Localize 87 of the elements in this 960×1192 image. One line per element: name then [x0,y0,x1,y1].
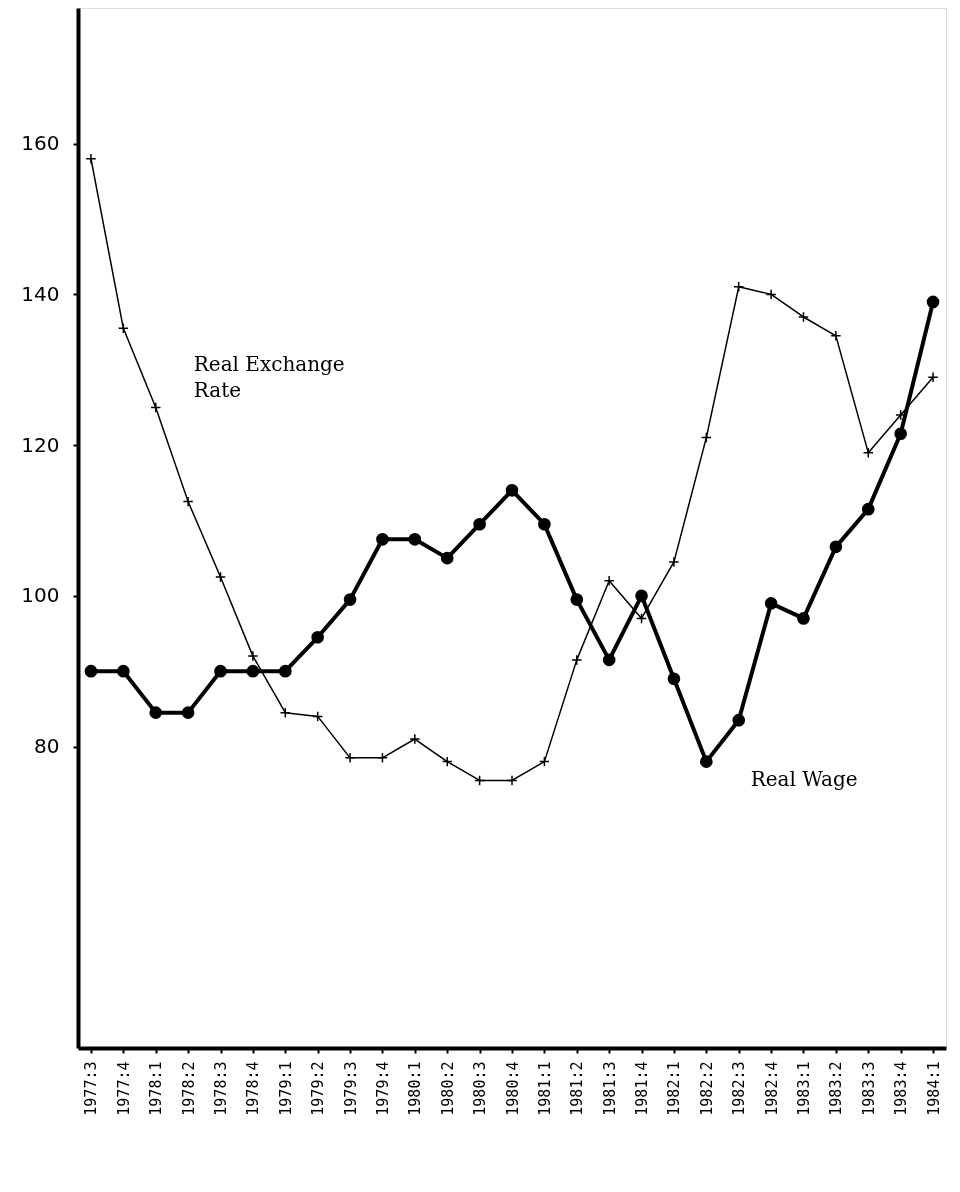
point [215,571,226,583]
point [732,713,746,727]
point [84,664,98,678]
point [570,593,584,606]
point [343,593,357,606]
point [440,551,454,565]
point [765,288,777,300]
point [441,756,453,768]
point [117,322,129,334]
x-tick-label: 1983:1 [794,1061,813,1116]
point [602,653,616,667]
point [538,756,550,768]
x-tick-label: 1980:2 [438,1061,457,1116]
x-tick-label: 1982:3 [730,1061,749,1116]
point [473,517,486,531]
x-tick-label: 1979:1 [276,1061,295,1116]
y-tick-label: 100 [21,583,60,608]
point [149,706,163,719]
point [927,371,939,383]
point [311,630,324,644]
point [506,774,518,786]
point [344,752,356,764]
point [733,281,745,293]
point [571,654,583,666]
point [538,517,551,531]
x-tick-label: 1981:4 [633,1061,652,1116]
point [247,650,259,662]
point [117,664,130,678]
point [894,427,907,441]
x-tick-label: 1981:1 [535,1061,554,1116]
x-tick-label: 1982:1 [665,1061,684,1116]
point [798,311,809,323]
x-tick-label: 1977:4 [114,1061,133,1116]
x-tick-label: 1984:1 [924,1061,943,1116]
point [797,612,810,625]
x-tick-label: 1981:3 [600,1061,619,1116]
point [408,532,422,546]
x-tick-label: 1982:2 [697,1061,716,1116]
x-tick-label: 1978:3 [212,1061,231,1116]
x-tick-label: 1982:4 [762,1061,781,1116]
x-tick-label: 1980:4 [503,1061,522,1116]
x-tick-label: 1978:2 [179,1061,198,1116]
point [829,540,843,554]
x-tick-label: 1977:3 [82,1061,101,1116]
point [505,484,519,497]
point [278,664,292,678]
point [667,672,681,686]
x-tick-label: 1979:3 [341,1061,360,1116]
point [668,556,680,568]
x-tick-label: 1981:2 [568,1061,587,1116]
point [246,664,260,678]
point [181,706,195,719]
series-label: Real Exchange Rate [193,352,345,403]
x-tick-label: 1979:4 [373,1061,392,1116]
x-tick-label: 1983:4 [892,1061,911,1116]
point [830,330,842,342]
x-tick-label: 1980:1 [406,1061,425,1116]
x-tick-label: 1978:1 [147,1061,166,1116]
point [764,597,778,610]
point [861,502,875,516]
point [700,432,712,444]
x-tick-label: 1978:4 [244,1061,263,1116]
y-tick-label: 160 [21,131,60,156]
point [926,295,940,309]
series-label: Real Wage [750,767,858,792]
point [635,589,648,603]
x-tick-label: 1983:2 [827,1061,846,1116]
point [214,664,227,678]
y-tick-label: 140 [21,281,60,306]
point [636,612,648,624]
y-tick-label: 120 [21,432,60,457]
y-tick-label: 80 [34,734,60,759]
point [409,733,421,745]
point [150,401,162,413]
point [862,447,874,459]
x-tick-label: 1979:2 [309,1061,328,1116]
x-tick-label: 1983:3 [859,1061,878,1116]
point [182,496,194,508]
point [312,710,324,722]
point [85,153,97,165]
x-tick-label: 1980:3 [471,1061,490,1116]
point [474,774,486,786]
point [376,532,389,546]
point [603,575,615,587]
point [279,707,291,719]
point [700,755,713,768]
point [376,752,388,764]
